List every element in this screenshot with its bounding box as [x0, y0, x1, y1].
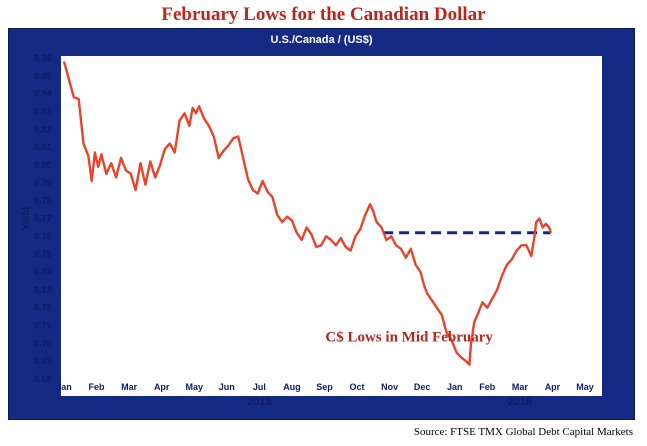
x-tick-label: Mar — [512, 382, 529, 392]
x-tick-label: May — [185, 382, 203, 392]
y-tick-label: 0.79 — [34, 178, 52, 188]
y-tick-label: 0.80 — [34, 160, 52, 170]
chart-subtitle: U.S./Canada / (US$) — [270, 34, 373, 46]
y-tick-label: 0.71 — [34, 321, 52, 331]
x-tick-label: Nov — [381, 382, 398, 392]
x-tick-label: Apr — [545, 382, 561, 392]
year-labels: 2015 2016 — [247, 396, 532, 408]
y-tick-label: 0.85 — [34, 71, 52, 81]
x-tick-label: Sep — [316, 382, 333, 392]
x-tick-label: Jun — [219, 382, 235, 392]
y-axis-ticks: 0.86 0.85 0.84 0.83 0.82 0.81 0.80 0.79 0.78 0.77… — [34, 53, 52, 384]
y-tick-label: 0.72 — [34, 303, 52, 313]
annotation-text: C$ Lows in Mid February — [325, 330, 493, 346]
year-label: 2016 — [508, 396, 532, 408]
y-tick-label: 0.78 — [34, 196, 52, 206]
y-tick-label: 0.82 — [34, 124, 52, 134]
year-label: 2015 — [247, 396, 271, 408]
y-tick-label: 0.77 — [34, 214, 52, 224]
x-tick-label: Feb — [89, 382, 106, 392]
plot-area — [61, 56, 602, 396]
x-tick-label: Apr — [154, 382, 170, 392]
y-tick-label: 0.86 — [34, 53, 52, 63]
series-line — [62, 61, 552, 366]
source-note: Source: FTSE TMX Global Debt Capital Mar… — [413, 426, 633, 438]
y-tick-label: 0.75 — [34, 249, 52, 259]
chart-title: February Lows for the Canadian Dollar — [161, 4, 486, 25]
y-tick-label: 0.74 — [34, 267, 52, 277]
y-tick-label: 0.76 — [34, 231, 52, 241]
x-tick-label: Aug — [283, 382, 301, 392]
y-tick-label: 0.81 — [34, 142, 52, 152]
x-tick-label: May — [576, 382, 594, 392]
x-tick-label: Oct — [350, 382, 365, 392]
y-axis-label: Yield — [21, 207, 32, 231]
x-tick-label: Mar — [121, 382, 138, 392]
y-tick-label: 0.70 — [34, 338, 52, 348]
y-tick-label: 0.73 — [34, 285, 52, 295]
x-tick-label: Feb — [479, 382, 496, 392]
x-axis-ticks: Jan Feb Mar Apr May Jun Jul Aug Sep Oct Nov Dec Jan F… — [56, 382, 594, 392]
x-tick-label: Dec — [414, 382, 431, 392]
x-tick-label: Jan — [56, 382, 72, 392]
x-tick-label: Jul — [253, 382, 266, 392]
y-tick-label: 0.83 — [34, 107, 52, 117]
y-tick-label: 0.84 — [34, 89, 52, 99]
y-tick-label: 0.69 — [34, 356, 52, 366]
x-tick-label: Jan — [447, 382, 463, 392]
y-tick-label: 0.68 — [34, 374, 52, 384]
